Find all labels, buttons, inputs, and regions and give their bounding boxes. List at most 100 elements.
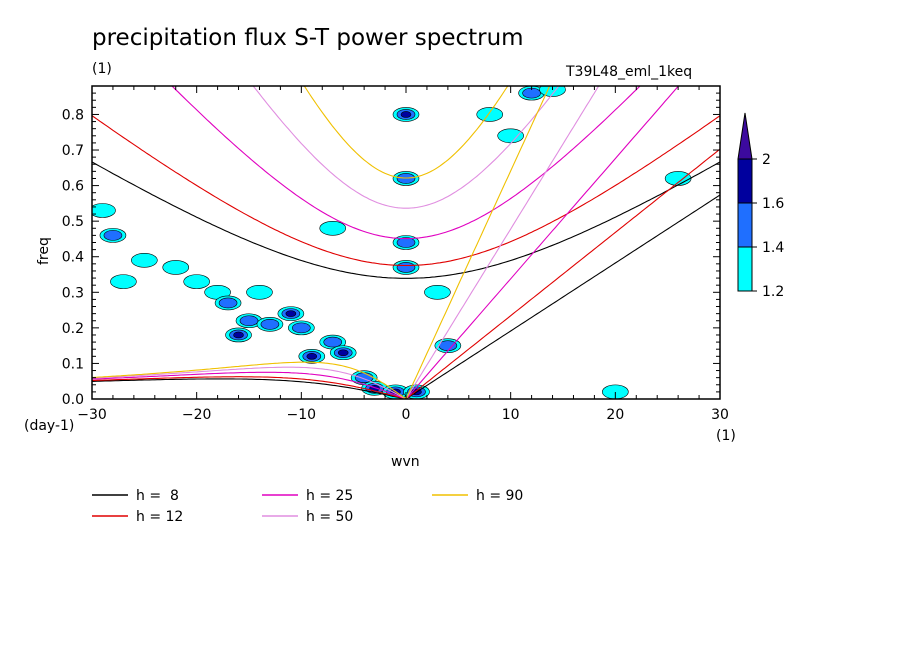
colorbar-extend-arrow bbox=[737, 112, 753, 160]
contour-level-2 bbox=[396, 262, 416, 273]
y-tick-label: 0.3 bbox=[62, 285, 84, 301]
y-tick-label: 0.2 bbox=[62, 321, 84, 337]
contour-blob bbox=[497, 128, 524, 144]
contour-blob bbox=[110, 274, 137, 289]
curve-rossby-h12 bbox=[92, 376, 407, 399]
contour-level-2 bbox=[218, 297, 238, 309]
contour-blob bbox=[183, 274, 210, 289]
contour-level-2 bbox=[103, 230, 123, 241]
contour-blob bbox=[288, 320, 315, 336]
contour-blob bbox=[392, 107, 420, 122]
colorbar-label: 1.2 bbox=[762, 284, 784, 300]
contour-level-1 bbox=[424, 284, 451, 300]
contour-blob bbox=[518, 86, 545, 101]
x-tick-label: 20 bbox=[606, 407, 624, 423]
curve-kelvin-h8 bbox=[405, 194, 720, 399]
colorbar-label: 1.6 bbox=[762, 196, 784, 212]
x-tick-label: −20 bbox=[182, 407, 212, 423]
y-unit-label: (day-1) bbox=[24, 418, 74, 434]
contour-level-1 bbox=[183, 274, 210, 289]
x-axis-label: wvn bbox=[391, 454, 420, 470]
colorbar: 1.2 1.4 1.6 2 bbox=[737, 112, 784, 300]
contour-blob bbox=[476, 107, 504, 122]
contour-level-3 bbox=[337, 349, 349, 357]
legend: h = 8 h = 12 h = 25 h = 50 h = 90 bbox=[92, 488, 523, 525]
contour-level-3 bbox=[400, 111, 412, 118]
y-tick-label: 0.0 bbox=[62, 392, 84, 408]
contour-level-1 bbox=[110, 274, 137, 289]
y-tick-label: 0.1 bbox=[62, 356, 84, 372]
curve-rossby-h50 bbox=[92, 366, 407, 399]
colorbar-segment bbox=[737, 202, 753, 248]
contour-fill-layer bbox=[92, 86, 692, 399]
legend-label: h = 90 bbox=[476, 488, 523, 504]
y-tick-label: 0.4 bbox=[62, 250, 84, 266]
y-tick-label: 0.7 bbox=[62, 143, 84, 159]
contour-level-1 bbox=[246, 284, 273, 300]
y-axis-label: freq bbox=[36, 237, 52, 265]
contour-blob bbox=[329, 345, 357, 361]
contour-level-2 bbox=[239, 315, 259, 327]
legend-label: h = 50 bbox=[306, 509, 353, 525]
contour-level-1 bbox=[664, 171, 692, 186]
contour-blob bbox=[225, 327, 252, 343]
contour-level-1 bbox=[162, 260, 190, 275]
chart-subtitle-left: (1) bbox=[92, 61, 112, 77]
contour-level-1 bbox=[319, 220, 347, 236]
contour-blob bbox=[214, 295, 242, 311]
x-tick-label: 10 bbox=[502, 407, 520, 423]
y-tick-label: 0.8 bbox=[62, 107, 84, 123]
contour-level-3 bbox=[285, 310, 297, 317]
chart-title: precipitation flux S-T power spectrum bbox=[92, 25, 524, 51]
contour-blob bbox=[256, 317, 284, 332]
curve-kelvin-h12 bbox=[405, 148, 720, 399]
contour-blob bbox=[392, 260, 420, 275]
chart-subtitle-right: T39L48_eml_1keq bbox=[565, 64, 692, 80]
curve-ig-h12 bbox=[92, 115, 720, 267]
contour-level-3 bbox=[233, 331, 244, 339]
contour-level-1 bbox=[92, 203, 116, 218]
contour-level-2 bbox=[323, 336, 343, 348]
contour-level-1 bbox=[476, 107, 504, 122]
y-tick-label: 0.5 bbox=[62, 214, 84, 230]
contour-level-3 bbox=[306, 353, 318, 360]
contour-level-1 bbox=[131, 252, 158, 268]
x-unit-label: (1) bbox=[716, 428, 736, 444]
contour-level-2 bbox=[292, 322, 311, 334]
contour-level-2 bbox=[396, 237, 416, 248]
x-axis: −30 −20 −10 0 10 20 30 bbox=[77, 86, 729, 423]
contour-blob bbox=[246, 284, 273, 300]
y-axis: 0.0 0.1 0.2 0.3 0.4 0.5 0.6 0.7 0.8 bbox=[62, 85, 720, 408]
y-tick-label: 0.6 bbox=[62, 179, 84, 195]
contour-blob bbox=[298, 349, 326, 364]
curve-ig-h90 bbox=[303, 86, 509, 179]
x-tick-label: 30 bbox=[711, 407, 729, 423]
contour-blob bbox=[131, 252, 158, 268]
curve-rossby-h90 bbox=[92, 361, 407, 399]
curve-kelvin-h90 bbox=[405, 86, 551, 399]
legend-label: h = 25 bbox=[306, 488, 353, 504]
curve-ig-h8 bbox=[92, 161, 720, 279]
contour-level-2 bbox=[260, 319, 280, 330]
dispersion-curves bbox=[92, 86, 720, 399]
contour-level-1 bbox=[497, 128, 524, 144]
curve-ig-h50 bbox=[252, 86, 560, 209]
curve-ig-h25 bbox=[171, 86, 641, 240]
x-tick-label: −10 bbox=[287, 407, 317, 423]
colorbar-label: 2 bbox=[762, 152, 771, 168]
colorbar-segment bbox=[737, 158, 753, 204]
legend-label: h = 12 bbox=[136, 509, 183, 525]
contour-blob bbox=[277, 306, 305, 321]
contour-blob bbox=[92, 203, 116, 218]
x-tick-label: 0 bbox=[402, 407, 411, 423]
colorbar-segment bbox=[737, 246, 753, 292]
colorbar-label: 1.4 bbox=[762, 240, 784, 256]
contour-blob bbox=[424, 284, 451, 300]
contour-blob bbox=[319, 220, 347, 236]
contour-blob bbox=[664, 171, 692, 186]
curve-kelvin-h25 bbox=[405, 86, 680, 399]
contour-blob bbox=[162, 260, 190, 275]
curve-rossby-h8 bbox=[92, 378, 407, 399]
legend-label: h = 8 bbox=[136, 488, 179, 504]
